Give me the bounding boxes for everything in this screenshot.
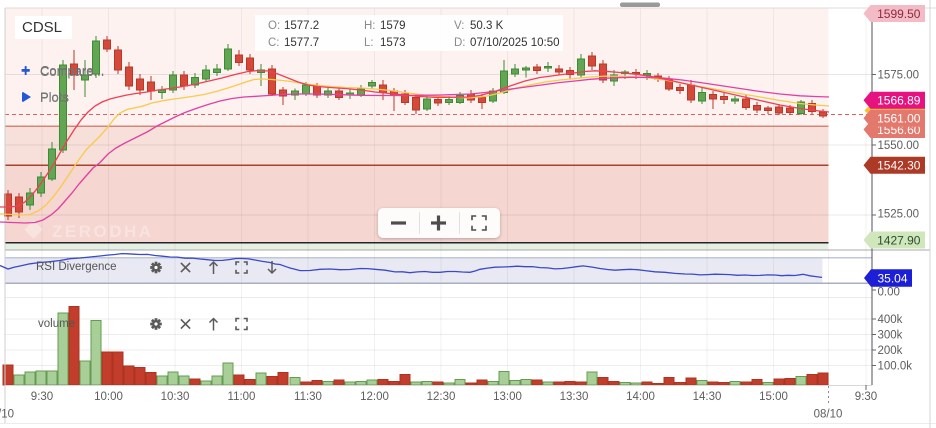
svg-text:35.04: 35.04 <box>877 271 907 285</box>
svg-text:10:30: 10:30 <box>161 391 190 403</box>
svg-text:11:00: 11:00 <box>228 391 256 403</box>
svg-text:Plots: Plots <box>40 90 69 105</box>
svg-text:+: + <box>21 63 30 80</box>
svg-text:1566.89: 1566.89 <box>877 94 921 108</box>
svg-text:Compare...: Compare... <box>40 63 104 78</box>
svg-text:14:00: 14:00 <box>626 391 655 403</box>
svg-text:ZERODHA: ZERODHA <box>52 222 154 241</box>
svg-text:12:00: 12:00 <box>360 391 389 403</box>
svg-text:1575.00: 1575.00 <box>878 70 920 82</box>
svg-text:1427.90: 1427.90 <box>877 233 921 247</box>
svg-text:15:00: 15:00 <box>759 391 788 403</box>
svg-text:10:00: 10:00 <box>94 391 123 403</box>
svg-text:1550.00: 1550.00 <box>878 140 920 152</box>
svg-text:0.00: 0.00 <box>878 287 900 299</box>
svg-text:08/10: 08/10 <box>814 409 843 421</box>
svg-text:1599.50: 1599.50 <box>877 7 921 21</box>
svg-text:1525.00: 1525.00 <box>878 209 920 221</box>
svg-text:9:30: 9:30 <box>31 391 53 403</box>
svg-text:400k: 400k <box>878 314 903 326</box>
svg-text:13:30: 13:30 <box>560 391 589 403</box>
svg-text:1561.00: 1561.00 <box>877 112 921 126</box>
svg-text:200k: 200k <box>878 345 903 357</box>
svg-text:300k: 300k <box>878 330 903 342</box>
svg-text:/10: /10 <box>0 409 14 421</box>
svg-text:12:30: 12:30 <box>427 391 456 403</box>
svg-text:13:00: 13:00 <box>493 391 522 403</box>
svg-text:11:30: 11:30 <box>294 391 322 403</box>
svg-text:14:30: 14:30 <box>693 391 722 403</box>
svg-text:9:30: 9:30 <box>855 391 877 403</box>
svg-text:100.0k: 100.0k <box>878 361 913 373</box>
svg-text:1542.30: 1542.30 <box>877 159 921 173</box>
